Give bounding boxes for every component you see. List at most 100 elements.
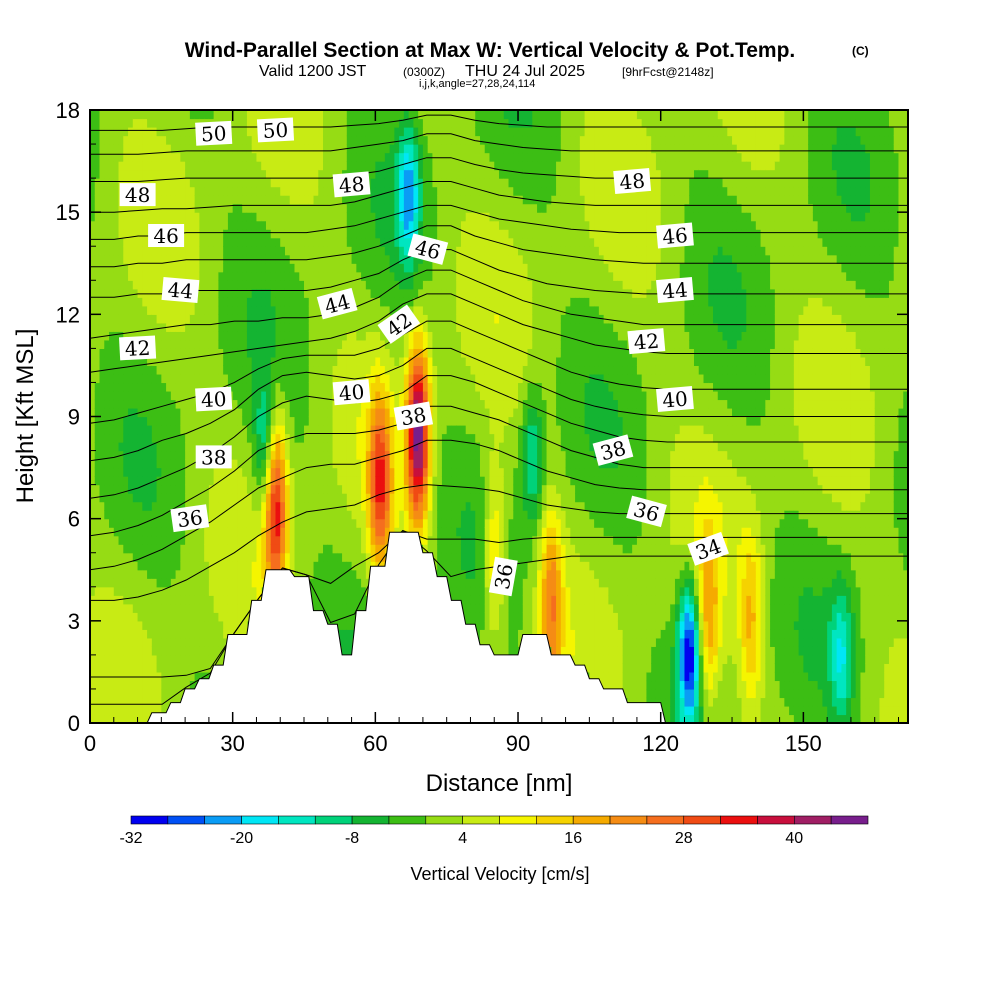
velocity-cell (246, 203, 253, 213)
velocity-cell (275, 297, 281, 307)
velocity-cell (118, 382, 124, 392)
velocity-cell (465, 305, 472, 315)
velocity-cell (270, 305, 277, 315)
velocity-cell (327, 356, 334, 367)
velocity-cell (180, 399, 186, 409)
velocity-cell (380, 484, 386, 494)
velocity-cell (147, 493, 153, 503)
velocity-cell (451, 493, 457, 503)
velocity-cell (218, 425, 224, 435)
velocity-cell (346, 493, 353, 503)
velocity-cell (361, 220, 367, 230)
velocity-cell (446, 203, 453, 213)
velocity-cell (185, 620, 191, 630)
velocity-cell (308, 305, 315, 315)
velocity-cell (270, 373, 277, 384)
velocity-cell (156, 595, 162, 605)
velocity-cell (332, 203, 338, 213)
velocity-cell (142, 425, 148, 435)
velocity-cell (380, 246, 386, 256)
velocity-cell (185, 237, 191, 247)
velocity-cell (90, 620, 96, 630)
velocity-cell (94, 586, 101, 596)
velocity-cell (156, 280, 162, 290)
velocity-cell (237, 212, 243, 222)
velocity-cell (375, 144, 381, 154)
velocity-cell (299, 450, 305, 460)
velocity-cell (180, 612, 186, 622)
velocity-cell (256, 518, 262, 528)
velocity-cell (246, 535, 253, 545)
velocity-cell (460, 390, 467, 401)
velocity-cell (465, 527, 472, 537)
velocity-cell (175, 314, 181, 324)
velocity-cell (403, 399, 410, 409)
velocity-cell (137, 688, 143, 699)
velocity-cell (403, 118, 410, 128)
velocity-cell (456, 493, 462, 503)
velocity-cell (151, 246, 158, 256)
velocity-cell (213, 263, 220, 273)
velocity-cell (132, 390, 139, 401)
velocity-cell (237, 467, 243, 477)
velocity-cell (422, 203, 429, 213)
velocity-cell (370, 416, 376, 426)
velocity-cell (128, 680, 134, 690)
velocity-cell (304, 484, 310, 494)
velocity-cell (166, 135, 172, 145)
velocity-cell (399, 246, 405, 256)
velocity-cell (208, 314, 215, 324)
velocity-cell (465, 510, 472, 520)
velocity-cell (389, 476, 395, 486)
velocity-cell (132, 510, 139, 520)
velocity-cell (118, 484, 124, 494)
velocity-cell (99, 348, 105, 358)
velocity-cell (170, 382, 177, 392)
velocity-cell (418, 288, 424, 298)
velocity-cell (460, 476, 467, 486)
velocity-cell (242, 331, 248, 341)
velocity-cell (185, 135, 191, 145)
velocity-cell (151, 161, 158, 171)
velocity-cell (156, 484, 162, 494)
velocity-cell (109, 493, 115, 503)
velocity-cell (213, 365, 220, 375)
velocity-cell (332, 237, 338, 247)
velocity-cell (451, 552, 457, 562)
velocity-cell (142, 220, 148, 230)
velocity-cell (137, 671, 143, 682)
velocity-cell (313, 339, 319, 349)
velocity-cell (418, 169, 424, 179)
velocity-cell (389, 450, 395, 460)
velocity-cell (280, 348, 286, 358)
velocity-cell (185, 178, 191, 188)
velocity-cell (123, 620, 129, 630)
velocity-cell (227, 527, 234, 537)
velocity-cell (394, 195, 400, 205)
velocity-cell (308, 212, 315, 222)
velocity-cell (280, 110, 286, 120)
velocity-cell (422, 510, 429, 520)
velocity-cell (370, 356, 376, 367)
velocity-cell (156, 518, 162, 528)
velocity-cell (256, 110, 262, 120)
velocity-cell (375, 442, 381, 452)
velocity-cell (237, 586, 243, 596)
velocity-cell (237, 118, 243, 128)
velocity-cell (380, 152, 386, 162)
velocity-cell (208, 646, 215, 656)
velocity-cell (460, 212, 467, 222)
velocity-cell (156, 407, 162, 418)
velocity-cell (94, 603, 101, 613)
velocity-cell (413, 382, 419, 392)
velocity-cell (113, 212, 120, 222)
velocity-cell (189, 263, 196, 273)
velocity-cell (246, 118, 253, 128)
velocity-cell (451, 407, 457, 418)
velocity-cell (384, 416, 391, 426)
velocity-cell (427, 399, 434, 409)
velocity-cell (361, 297, 367, 307)
velocity-cell (408, 501, 414, 511)
velocity-cell (185, 118, 191, 128)
velocity-cell (299, 161, 305, 171)
